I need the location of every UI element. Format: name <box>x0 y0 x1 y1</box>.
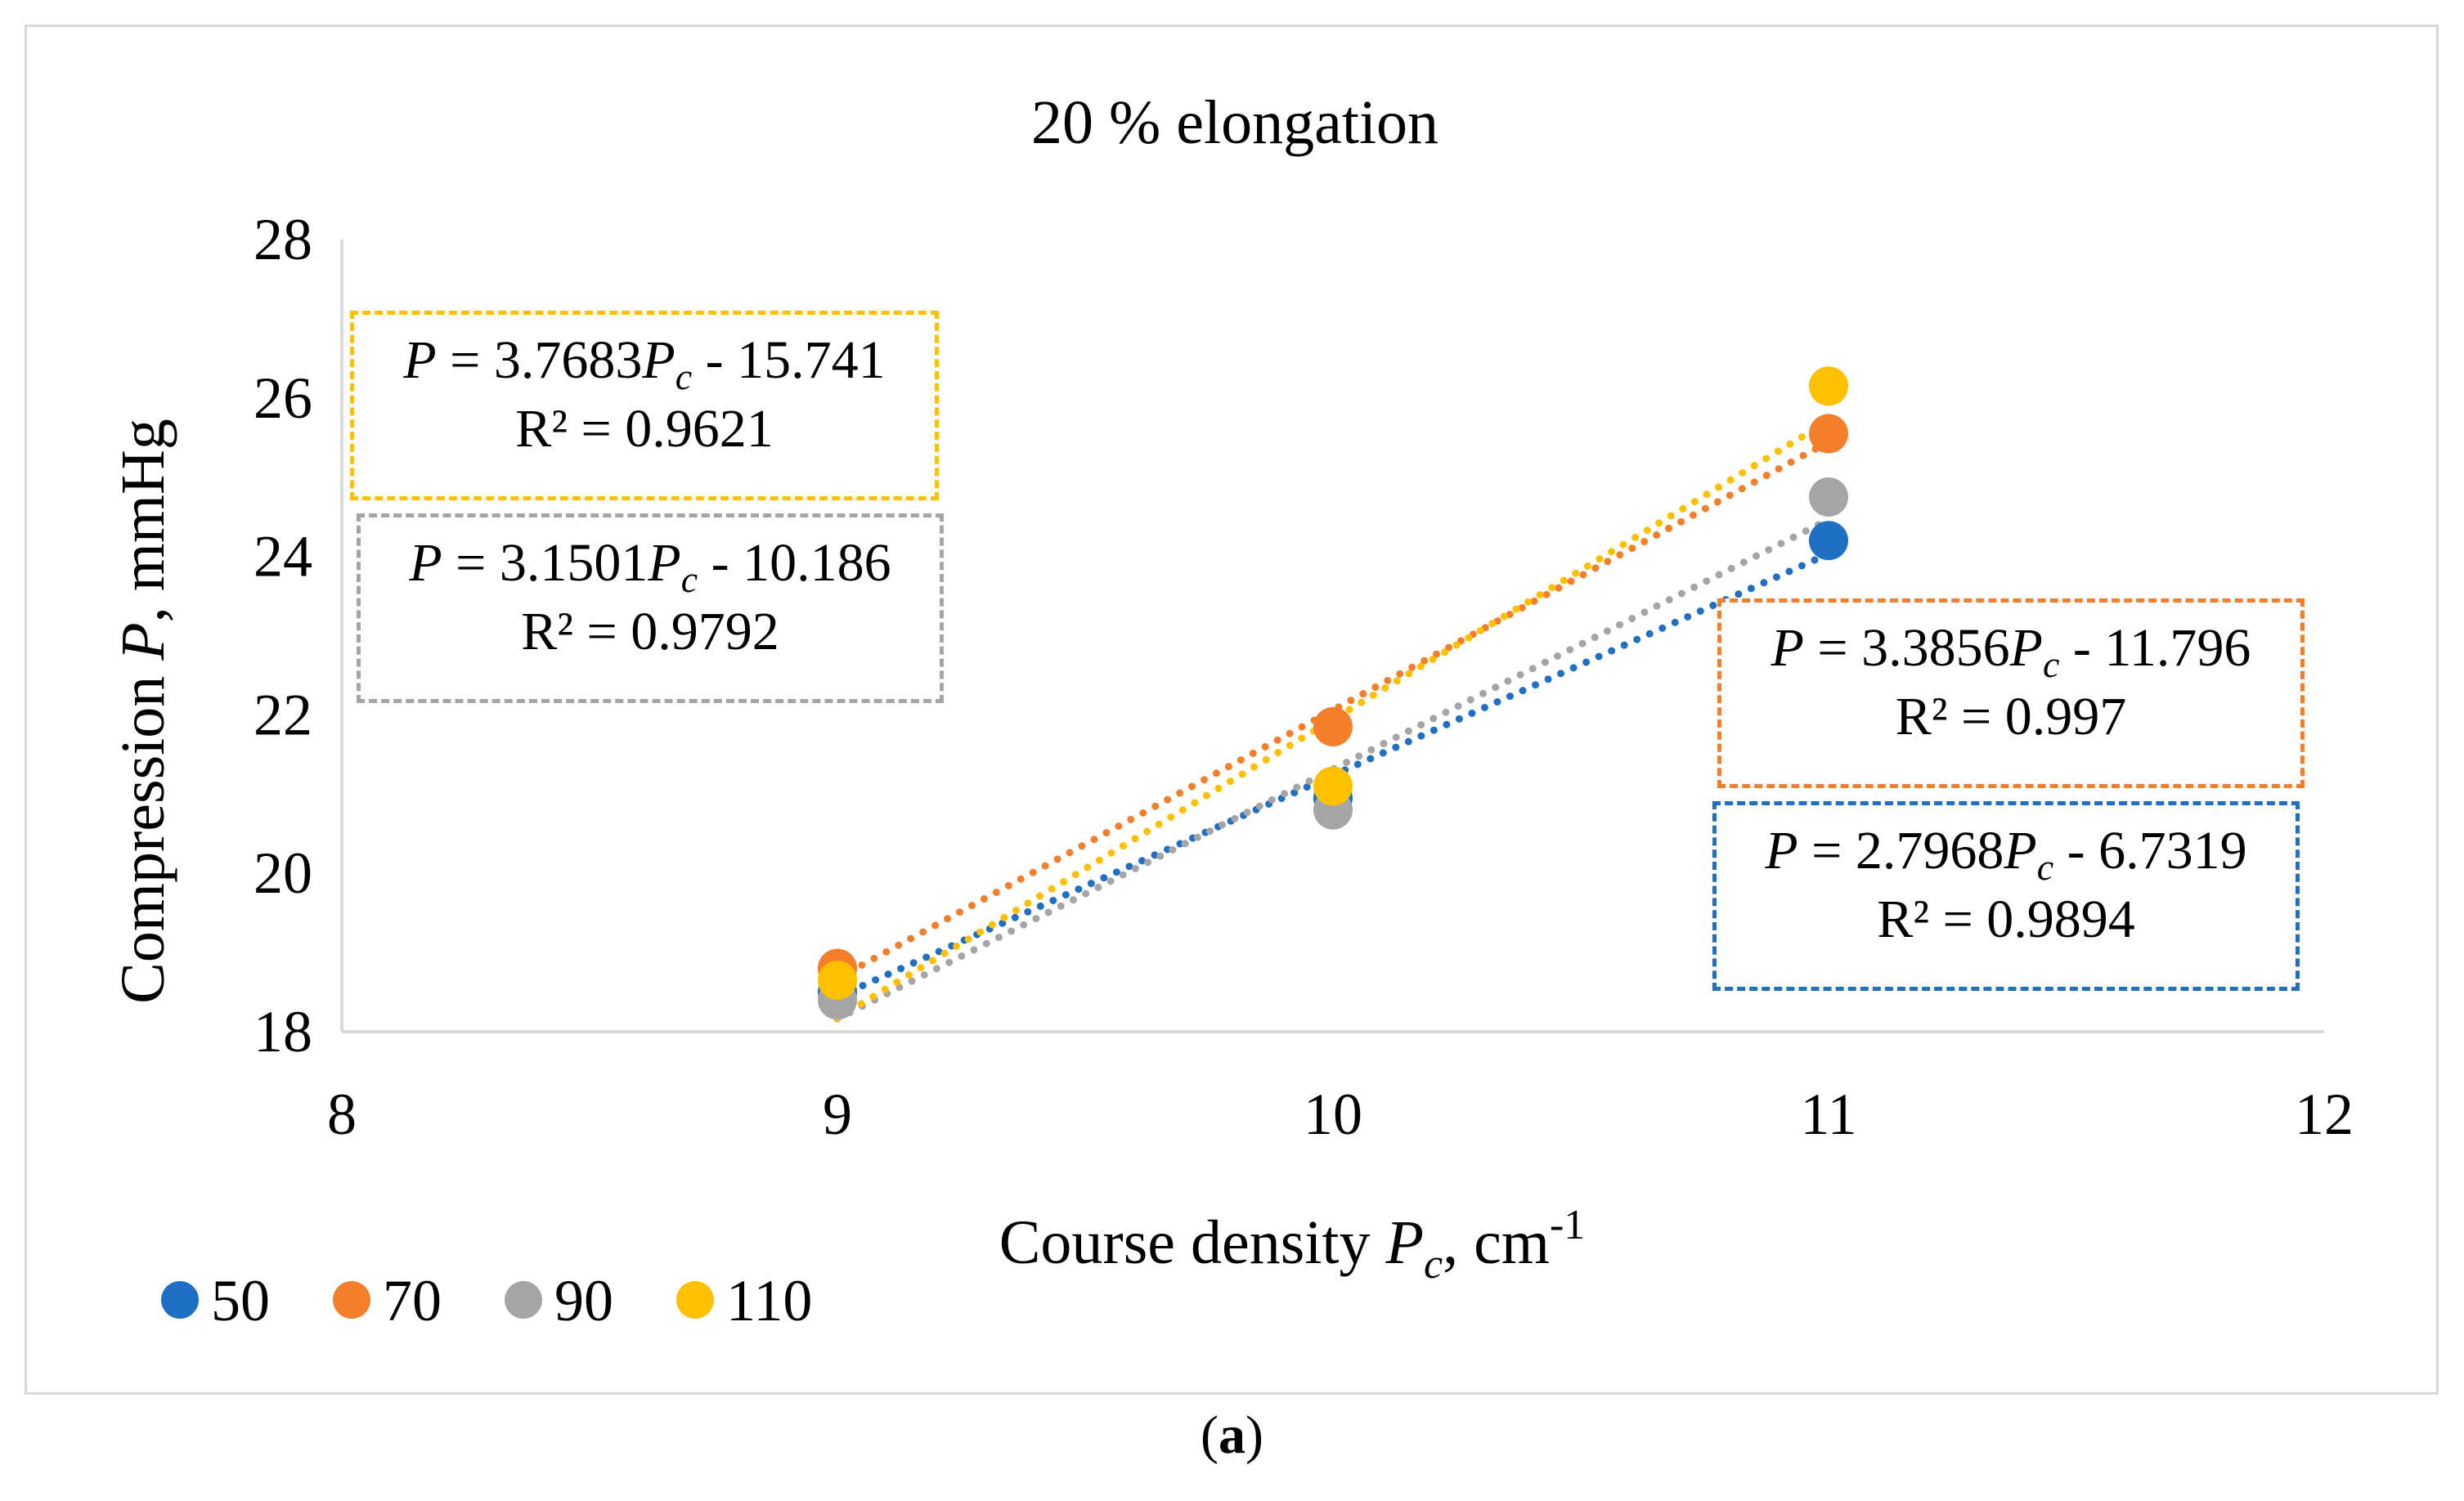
trend-equation-box-110: P = 3.7683Pc - 15.741 R² = 0.9621 <box>350 311 939 500</box>
eq-var2: P <box>2004 821 2037 880</box>
legend: 50 70 90 110 <box>161 1268 812 1333</box>
legend-marker-110 <box>676 1281 714 1319</box>
legend-label-90: 90 <box>554 1268 613 1333</box>
x-axis-label-var: P <box>1385 1208 1424 1277</box>
caption-open: ( <box>1201 1405 1219 1465</box>
x-tick-label: 12 <box>2295 1082 2354 1147</box>
eq-intercept: - 10.186 <box>698 533 891 593</box>
eq-var2: P <box>648 533 681 593</box>
eq-sub: c <box>675 356 693 397</box>
eq-intercept: - 11.796 <box>2059 618 2251 678</box>
y-axis-label-var: P <box>109 622 177 661</box>
y-tick-label: 18 <box>254 999 312 1064</box>
caption-label: a <box>1219 1405 1245 1465</box>
caption-close: ) <box>1245 1405 1263 1465</box>
data-point-50 <box>1809 521 1848 561</box>
x-tick-label: 10 <box>1304 1082 1362 1147</box>
trend-equation-110: P = 3.7683Pc - 15.741 <box>354 326 935 397</box>
legend-marker-50 <box>161 1281 199 1319</box>
eq-var2: P <box>642 330 675 390</box>
eq-sub: c <box>680 558 698 600</box>
legend-label-50: 50 <box>211 1268 270 1333</box>
trend-r2-110: R² = 0.9621 <box>515 399 774 459</box>
x-axis-label: Course density Pc, cm-1 <box>999 1202 1586 1288</box>
eq-sub: c <box>2036 846 2054 888</box>
eq-var: P <box>1765 821 1798 880</box>
y-tick-label: 24 <box>254 524 312 589</box>
eq-intercept: - 6.7319 <box>2053 821 2247 880</box>
data-point-110 <box>818 961 857 1001</box>
trend-equation-box-70: P = 3.3856Pc - 11.796 R² = 0.997 <box>1717 598 2305 788</box>
data-point-110 <box>1809 366 1848 406</box>
data-point-110 <box>1313 766 1353 806</box>
eq-slope: = 3.1501 <box>442 533 649 593</box>
trend-equation-50: P = 2.7968Pc - 6.7319 <box>1717 817 2296 888</box>
y-tick-label: 20 <box>254 840 312 906</box>
x-axis-label-prefix: Course density <box>999 1208 1386 1277</box>
eq-intercept: - 15.741 <box>692 330 886 390</box>
x-axis-label-sup: -1 <box>1550 1202 1585 1248</box>
legend-label-70: 70 <box>383 1268 442 1333</box>
trend-equation-box-50: P = 2.7968Pc - 6.7319 R² = 0.9894 <box>1712 801 2300 991</box>
x-axis-label-sub: c <box>1424 1241 1443 1288</box>
eq-slope: = 2.7968 <box>1798 821 2004 880</box>
x-axis-label-suffix: , cm <box>1443 1208 1550 1277</box>
x-tick-label: 8 <box>327 1082 357 1147</box>
y-tick-label: 28 <box>254 207 312 272</box>
trend-r2-50: R² = 0.9894 <box>1877 889 2135 950</box>
eq-var: P <box>403 330 437 390</box>
eq-var: P <box>409 533 442 593</box>
trend-equation-70: P = 3.3856Pc - 11.796 <box>1721 614 2300 683</box>
legend-label-110: 110 <box>726 1268 812 1333</box>
figure-caption: (a) <box>0 1405 2464 1467</box>
y-axis-label: Compression P, mmHg <box>109 419 177 1004</box>
trend-equation-90: P = 3.1501Pc - 10.186 <box>361 529 940 598</box>
eq-var: P <box>1771 618 1804 678</box>
eq-sub: c <box>2042 643 2060 685</box>
chart-title: 20 % elongation <box>1031 88 1438 157</box>
eq-var2: P <box>2009 618 2043 678</box>
y-axis-label-prefix: Compression <box>109 661 177 1004</box>
x-tick-label: 11 <box>1800 1082 1856 1147</box>
y-axis-label-suffix: , mmHg <box>109 419 177 622</box>
x-tick-label: 9 <box>823 1082 852 1147</box>
data-point-70 <box>1313 706 1353 746</box>
eq-slope: = 3.3856 <box>1803 618 2010 678</box>
trend-r2-70: R² = 0.997 <box>1895 687 2127 747</box>
legend-marker-90 <box>505 1281 542 1319</box>
y-tick-label: 26 <box>254 365 312 431</box>
legend-marker-70 <box>333 1281 370 1319</box>
trend-r2-90: R² = 0.9792 <box>521 602 779 662</box>
data-point-90 <box>1809 477 1848 517</box>
y-tick-label: 22 <box>254 682 312 747</box>
trendline-110 <box>833 417 1833 1022</box>
data-point-70 <box>1809 414 1848 454</box>
trend-equation-box-90: P = 3.1501Pc - 10.186 R² = 0.9792 <box>357 513 944 703</box>
eq-slope: = 3.7683 <box>436 330 643 390</box>
